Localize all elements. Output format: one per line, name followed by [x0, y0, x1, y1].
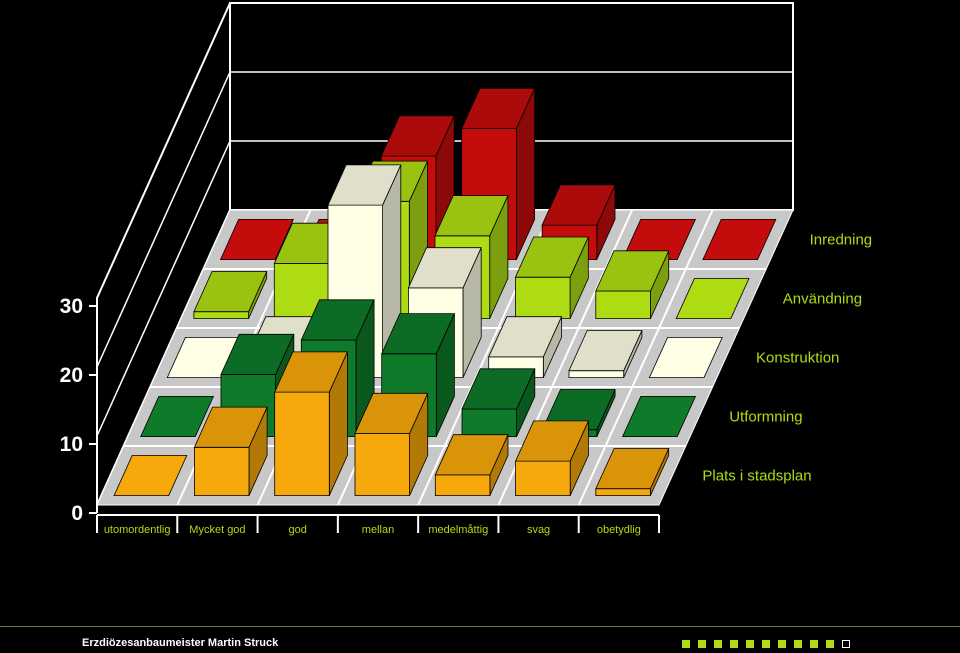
nav-dot-filled[interactable]: [698, 640, 706, 648]
x-tick-label: svag: [527, 524, 550, 536]
series-label: Plats i stadsplan: [702, 468, 811, 485]
bar: [648, 336, 723, 379]
bar-base: [113, 454, 188, 497]
bar: [274, 351, 349, 497]
bar-top: [568, 330, 643, 372]
nav-dot-empty[interactable]: [842, 640, 850, 648]
bar-top: [434, 434, 509, 476]
bar-front: [434, 474, 491, 497]
series-labels: Plats i stadsplan Utformning Konstruktion A…: [702, 232, 872, 485]
bar-top: [381, 313, 456, 355]
y-tick-label: 0: [71, 502, 83, 525]
bar-top: [407, 247, 482, 289]
nav-dot-filled[interactable]: [714, 640, 722, 648]
bar-top: [461, 87, 536, 129]
series-label: Inredning: [810, 232, 873, 249]
bar-top: [354, 392, 429, 434]
bar-top: [193, 271, 268, 313]
bar-front: [595, 488, 651, 497]
bar-front: [568, 370, 625, 379]
bar-top: [514, 420, 590, 462]
bar-front: [461, 408, 517, 438]
bar: [461, 368, 536, 438]
nav-dot-filled[interactable]: [826, 640, 834, 648]
bar-base: [675, 277, 750, 320]
bar: [621, 395, 697, 438]
y-tick-label: 10: [60, 433, 83, 456]
y-tick-label: 30: [60, 295, 83, 318]
bar-front: [193, 446, 250, 497]
bar: [488, 316, 563, 379]
bar-front: [193, 311, 250, 320]
bar: [140, 395, 215, 438]
x-tick-label: medelmåttig: [428, 524, 488, 536]
bar-top: [488, 316, 563, 358]
bar: [514, 236, 589, 320]
nav-dot-filled[interactable]: [730, 640, 738, 648]
slide-navigation: [682, 640, 850, 648]
bar: [568, 330, 643, 379]
bar: [702, 218, 777, 261]
bar-top: [380, 115, 455, 157]
nav-dot-filled[interactable]: [778, 640, 786, 648]
bar-base: [648, 336, 723, 379]
bar-top: [193, 406, 268, 448]
bar-top: [434, 195, 509, 237]
bar-front: [595, 290, 651, 320]
gridline: [96, 71, 793, 368]
bar-top: [327, 164, 402, 206]
bar-top: [300, 299, 375, 341]
x-tick-label: god: [289, 524, 307, 536]
bar-top: [461, 368, 536, 410]
nav-dot-filled[interactable]: [762, 640, 770, 648]
bar: [675, 277, 750, 320]
floor-gridline: [577, 209, 714, 506]
y-tick-label: 20: [60, 364, 83, 387]
bar: [595, 250, 670, 320]
bar-top: [541, 184, 616, 226]
bar-base: [621, 395, 697, 438]
bar: [595, 448, 670, 497]
bar-top: [274, 351, 349, 393]
bar: [434, 434, 509, 497]
y-axis: 0 10 20 30: [60, 295, 98, 525]
bar-base: [140, 395, 215, 438]
bar: [193, 406, 268, 497]
x-axis: utomordentlig Mycket god god mellan medelmåt…: [96, 514, 660, 536]
series-label: Användning: [783, 291, 862, 308]
bar-base: [702, 218, 777, 261]
series-label: Utformning: [729, 409, 802, 426]
bar-chart-3d: 0 10 20 30 utomordentlig Mycket god god mellan…: [60, 2, 872, 536]
x-tick-label: mellan: [362, 524, 394, 536]
bar: [113, 454, 188, 497]
x-tick-label: utomordentlig: [104, 524, 171, 536]
bar: [514, 420, 590, 497]
nav-dot-filled[interactable]: [794, 640, 802, 648]
bar-front: [515, 276, 571, 320]
chart-bars: [113, 87, 777, 497]
bar-top: [220, 333, 295, 375]
bar-top: [595, 250, 670, 292]
bar-top: [514, 236, 589, 278]
bar: [354, 392, 429, 497]
bar-front: [354, 433, 411, 497]
gridline: [96, 140, 793, 437]
bar: [193, 271, 268, 320]
bar-base: [219, 218, 294, 261]
nav-dot-filled[interactable]: [682, 640, 690, 648]
footer-credit: Erzdiözesanbaumeister Martin Struck: [82, 637, 279, 649]
bar: [219, 218, 294, 261]
x-tick-label: obetydlig: [597, 524, 641, 536]
x-tick-label: Mycket god: [189, 524, 245, 536]
bar-top: [595, 448, 670, 490]
bar-front: [274, 391, 330, 497]
nav-dot-filled[interactable]: [746, 640, 754, 648]
footer-divider: [0, 626, 960, 627]
series-label: Konstruktion: [756, 350, 839, 367]
bar-front: [515, 460, 571, 497]
nav-dot-filled[interactable]: [810, 640, 818, 648]
